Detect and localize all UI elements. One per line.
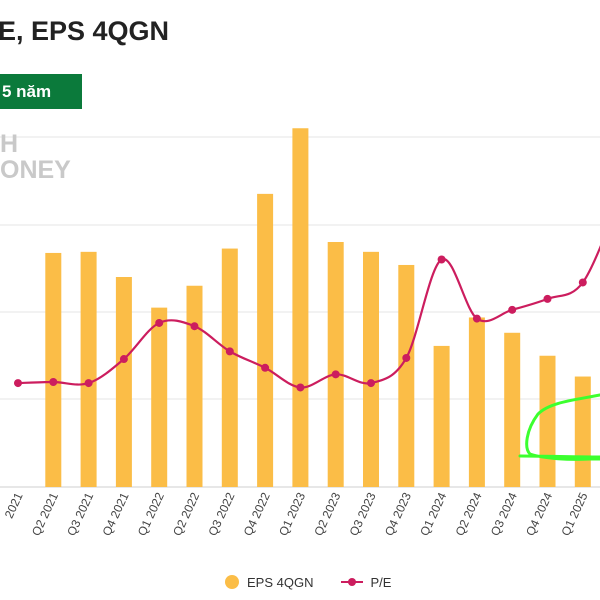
x-tick-label: Q3 2022 (205, 490, 237, 538)
bar-eps[interactable] (468, 317, 485, 487)
x-tick-label: Q4 2022 (241, 490, 273, 538)
pe-line (14, 245, 600, 392)
pe-point[interactable] (578, 278, 587, 287)
pe-point[interactable] (225, 347, 234, 356)
bar-eps[interactable] (574, 376, 591, 487)
pe-point[interactable] (190, 322, 199, 331)
bar-eps[interactable] (363, 251, 379, 487)
bar-eps[interactable] (80, 251, 97, 487)
annotation (518, 393, 600, 461)
bar-eps[interactable] (151, 307, 168, 487)
x-axis-labels: 2021 Q2 2021 Q3 2021 Q4 2021 Q1 2022 Q2 2022 Q… (2, 490, 600, 538)
x-tick-label: Q4 2023 (382, 490, 414, 538)
pe-point[interactable] (119, 355, 128, 364)
legend-label-eps: EPS 4QGN (247, 574, 314, 590)
pe-point[interactable] (84, 379, 93, 388)
chart-title: E, EPS 4QGN (0, 16, 170, 46)
legend-item-eps[interactable]: EPS 4QGN (225, 575, 313, 590)
pe-point[interactable] (508, 305, 517, 314)
pe-point[interactable] (367, 379, 375, 388)
pe-point[interactable] (437, 255, 446, 264)
bar-eps[interactable] (398, 264, 415, 487)
pe-point[interactable] (331, 370, 340, 379)
x-tick-label: Q1 2023 (276, 490, 308, 538)
pe-point[interactable] (472, 314, 481, 323)
legend-marker-eps (225, 575, 239, 589)
bar-eps[interactable] (504, 332, 521, 487)
x-tick-label: Q2 2024 (452, 490, 484, 538)
legend: EPS 4QGN P/E (225, 573, 419, 591)
pe-point[interactable] (402, 353, 411, 362)
x-tick-label: Q3 2021 (64, 490, 96, 538)
x-tick-label: Q1 2022 (135, 490, 167, 538)
watermark: H ONEY (0, 130, 71, 184)
legend-marker-pe (341, 575, 364, 589)
watermark-line-2: ONEY (0, 156, 71, 184)
watermark-line-1: H (0, 130, 18, 158)
bar-eps[interactable] (115, 277, 132, 487)
legend-item-pe[interactable]: P/E (341, 575, 391, 590)
pe-point[interactable] (543, 294, 552, 303)
x-tick-label: 2021 (2, 490, 26, 520)
pe-point[interactable] (261, 363, 270, 372)
x-tick-label: Q4 2021 (99, 490, 131, 538)
green-scribble-annotation (518, 393, 600, 461)
bar-eps[interactable] (221, 248, 238, 487)
x-tick-label: Q1 2025 (558, 490, 590, 538)
bar-eps[interactable] (327, 242, 344, 487)
x-tick-label: Q4 2024 (523, 490, 555, 538)
bar-eps[interactable] (186, 285, 203, 487)
pe-point[interactable] (14, 379, 22, 388)
bar-eps[interactable] (539, 355, 556, 487)
x-tick-label: Q3 2024 (488, 490, 520, 538)
x-tick-label: Q3 2023 (347, 490, 379, 538)
x-tick-label: Q2 2023 (311, 490, 343, 538)
legend-label-pe: P/E (370, 574, 392, 590)
x-tick-label: Q2 2022 (170, 490, 202, 538)
pe-point[interactable] (155, 318, 164, 327)
bar-eps[interactable] (45, 252, 62, 487)
bar-eps[interactable] (257, 193, 274, 487)
tab-5-years[interactable]: 5 năm (0, 74, 82, 109)
bar-eps[interactable] (433, 345, 450, 487)
pe-point[interactable] (49, 378, 58, 386)
bar-eps[interactable] (292, 128, 309, 487)
pe-point[interactable] (296, 383, 305, 392)
x-tick-label: Q2 2021 (29, 490, 61, 538)
x-tick-label: Q1 2024 (417, 490, 449, 538)
